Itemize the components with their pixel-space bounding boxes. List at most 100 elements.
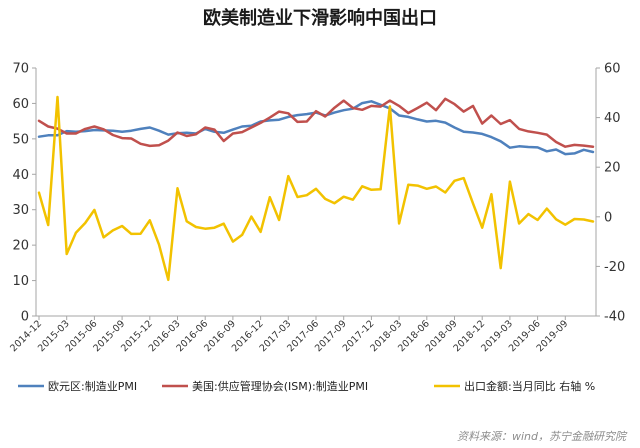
data-point [370,100,373,103]
data-point [342,109,345,112]
data-point [102,128,105,131]
data-point [278,219,280,221]
data-point [148,145,151,147]
data-point [509,180,511,183]
legend-label-1: 欧元区:制造业PMI [48,379,137,393]
data-point [453,179,456,182]
data-point [435,119,437,122]
data-point [416,118,419,121]
data-point [268,116,271,119]
data-point [176,131,179,134]
data-point [112,129,114,132]
data-point [241,131,244,134]
left-tick-label: 50 [12,132,29,147]
data-point [490,114,493,117]
data-point [296,196,299,198]
data-point [93,125,96,128]
data-point [555,148,557,151]
series-layer [37,95,595,282]
data-point [241,234,244,236]
data-point [250,126,253,129]
data-point [296,114,299,116]
data-point [112,134,114,136]
data-point [545,207,548,210]
data-point [444,121,447,124]
data-point [472,131,474,134]
right-tick-label: 40 [604,111,621,126]
right-tick-label: -20 [604,260,625,275]
data-point [121,225,123,227]
data-point [56,134,59,137]
data-point [462,177,465,180]
data-point [167,133,170,136]
data-point [167,278,170,281]
data-point [518,127,520,130]
data-point [75,231,77,234]
data-point [425,187,428,190]
data-point [407,183,410,186]
left-tick-label: 0 [21,310,29,325]
data-point [121,130,123,133]
data-point [370,105,373,107]
data-point [287,175,290,178]
data-point [130,233,133,235]
data-point [315,110,317,113]
data-point [389,99,391,102]
data-point [232,132,234,135]
data-point [185,131,188,134]
data-point [195,226,197,228]
data-point [65,132,68,135]
data-point [592,145,594,148]
data-point [352,198,354,201]
data-point [499,123,502,125]
data-point [361,185,364,188]
data-point [333,111,336,114]
left-tick-label: 60 [12,97,29,112]
data-point [342,195,345,198]
data-point [444,97,447,100]
data-point [84,130,87,133]
data-point [287,116,290,118]
data-point [472,202,474,205]
legend-label-3: 出口金额:当月同比 右轴 % [464,379,595,393]
data-point [93,129,96,131]
data-point [407,112,410,114]
left-tick-label: 10 [12,274,29,289]
series-1 [37,100,595,156]
data-point [342,99,345,102]
data-point [582,148,585,151]
data-point [232,240,234,243]
data-point [130,137,133,140]
data-point [222,140,225,142]
data-point [379,105,382,108]
data-point [592,151,594,153]
data-point [518,222,520,225]
data-point [370,188,373,191]
data-point [222,222,225,225]
left-tick-label: 40 [12,168,29,183]
data-point [158,129,160,132]
data-point [573,218,576,220]
data-point [481,226,484,229]
data-point [305,120,308,123]
data-point [361,108,364,111]
left-tick-label: 30 [12,203,29,218]
left-tick-label: 20 [12,239,29,254]
data-point [472,105,474,107]
data-point [75,132,77,135]
data-point [462,130,465,133]
data-point [324,198,327,200]
data-point [38,135,40,138]
right-tick-label: -40 [604,310,625,325]
data-point [481,122,484,125]
data-point [545,133,548,136]
data-point [333,106,336,109]
data-point [112,229,114,232]
data-point [564,153,567,156]
data-point [490,136,493,139]
data-point [490,193,493,196]
data-point [93,209,96,211]
data-point [158,243,160,246]
data-point [305,194,308,197]
data-point [398,114,400,117]
